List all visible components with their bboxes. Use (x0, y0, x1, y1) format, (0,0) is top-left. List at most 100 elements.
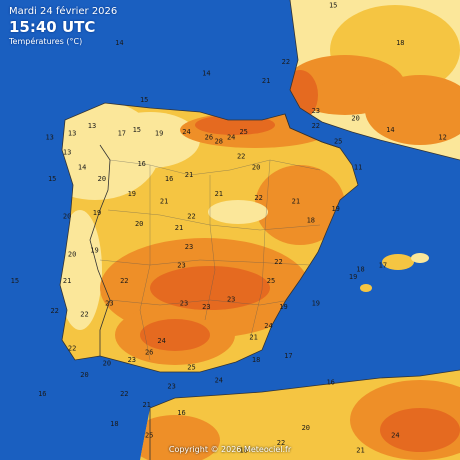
station-temperature: 20 (63, 213, 71, 221)
station-temperature: 23 (312, 107, 320, 115)
station-temperature: 22 (237, 152, 245, 160)
station-temperature: 21 (160, 198, 168, 206)
station-temperature: 21 (262, 77, 270, 85)
station-temperature: 23 (128, 356, 136, 364)
station-temperature: 22 (254, 194, 262, 202)
station-temperature: 14 (202, 69, 210, 77)
station-temperature: 24 (215, 377, 223, 385)
station-temperature: 21 (185, 171, 193, 179)
station-temperature: 19 (128, 190, 136, 198)
station-temperature: 22 (312, 122, 320, 130)
station-temperature: 15 (48, 175, 56, 183)
station-temperature: 13 (68, 130, 76, 138)
station-temperature: 15 (329, 2, 337, 10)
station-temperature: 21 (142, 401, 150, 409)
station-temperature: 20 (68, 250, 76, 258)
station-temperature: 16 (177, 409, 185, 417)
station-temperature: 14 (115, 39, 123, 47)
station-temperature: 14 (78, 164, 86, 172)
station-temperature: 18 (356, 266, 364, 274)
station-temperature: 17 (284, 352, 292, 360)
station-temperature: 23 (202, 303, 210, 311)
france-land (290, 0, 460, 160)
borders (59, 0, 460, 460)
station-temperature: 13 (88, 122, 96, 130)
station-temperature: 13 (45, 134, 53, 142)
station-temperature: 20 (98, 175, 106, 183)
station-temperature: 24 (157, 337, 165, 345)
station-temperature: 26 (145, 348, 153, 356)
station-temperature: 20 (103, 360, 111, 368)
station-temperature: 21 (175, 224, 183, 232)
station-temperature: 20 (80, 371, 88, 379)
station-temperature: 22 (187, 213, 195, 221)
station-temperature: 18 (396, 39, 404, 47)
station-temperature: 18 (239, 447, 247, 455)
station-temperature: 22 (120, 277, 128, 285)
station-temperature: 23 (167, 382, 175, 390)
station-temperature: 17 (118, 130, 126, 138)
station-temperature: 18 (110, 420, 118, 428)
station-temperature: 16 (165, 175, 173, 183)
station-temperature: 22 (80, 311, 88, 319)
station-temperature: 22 (277, 439, 285, 447)
station-temperature: 19 (93, 209, 101, 217)
copyright: Copyright © 2026 Meteociel.fr (168, 445, 292, 454)
station-temperature: 17 (379, 262, 387, 270)
station-temperature: 24 (182, 128, 190, 136)
station-temperature: 23 (180, 299, 188, 307)
station-temperature: 19 (331, 205, 339, 213)
map-subtitle: Températures (°C) (9, 37, 83, 46)
station-temperature: 21 (215, 190, 223, 198)
station-temperature: 18 (252, 356, 260, 364)
station-temperature: 25 (334, 137, 342, 145)
station-temperature: 15 (140, 96, 148, 104)
station-temperature: 20 (252, 164, 260, 172)
map-date: Mardi 24 février 2026 (9, 6, 118, 17)
province-borders (99, 159, 321, 361)
station-temperature: 19 (90, 247, 98, 255)
station-temperature: 26 (205, 134, 213, 142)
station-temperature: 21 (356, 447, 364, 455)
station-temperature: 15 (133, 126, 141, 134)
station-temperature: 22 (120, 390, 128, 398)
station-temperature: 21 (249, 333, 257, 341)
station-temperature: 16 (38, 390, 46, 398)
africa-land (140, 370, 460, 460)
station-temperature: 13 (63, 149, 71, 157)
station-temperature: 19 (349, 273, 357, 281)
station-temperature: 22 (68, 345, 76, 353)
station-temperature: 19 (312, 299, 320, 307)
station-temperature: 15 (11, 277, 19, 285)
station-temperature: 21 (292, 198, 300, 206)
station-temperature: 12 (438, 134, 446, 142)
station-temperature: 19 (279, 303, 287, 311)
balearic-islands (360, 253, 429, 292)
station-temperature: 23 (105, 299, 113, 307)
station-temperature: 18 (307, 217, 315, 225)
station-temperature: 25 (145, 431, 153, 439)
station-temperature: 23 (177, 262, 185, 270)
station-temperature: 20 (351, 115, 359, 123)
station-temperature: 25 (239, 128, 247, 136)
station-temperature: 24 (391, 431, 399, 439)
station-temperature: 11 (354, 164, 362, 172)
station-temperature: 28 (215, 137, 223, 145)
station-temperature: 16 (137, 160, 145, 168)
station-temperature: 16 (326, 379, 334, 387)
station-temperature: 14 (386, 126, 394, 134)
station-temperature: 24 (227, 134, 235, 142)
station-temperature: 20 (135, 220, 143, 228)
station-temperature: 22 (282, 58, 290, 66)
station-temperature: 21 (63, 277, 71, 285)
station-temperature: 23 (185, 243, 193, 251)
station-temperature: 23 (227, 296, 235, 304)
map-time: 15:40 UTC (9, 18, 96, 36)
station-temperature: 22 (50, 307, 58, 315)
station-temperature: 20 (302, 424, 310, 432)
station-temperature: 24 (264, 322, 272, 330)
station-temperature: 25 (187, 364, 195, 372)
